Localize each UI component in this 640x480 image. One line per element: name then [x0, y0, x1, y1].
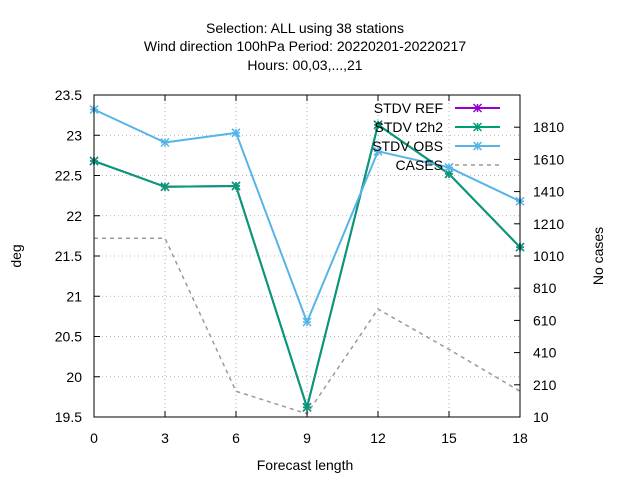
y2-axis-label: No cases — [590, 227, 606, 285]
grid — [94, 95, 520, 417]
x-tick-label: 18 — [512, 430, 528, 446]
legend-entry-stdv-ref: STDV REF — [374, 100, 500, 116]
legend-marker — [472, 122, 483, 132]
x-tick-label: 0 — [90, 430, 98, 446]
y-tick-label: 20.5 — [55, 329, 82, 345]
y-tick-label: 21.5 — [55, 248, 82, 264]
legend-entry-stdv-t2h2: STDV t2h2 — [375, 119, 500, 135]
data-point-stdv-obs — [373, 146, 383, 156]
y-tick-label: 23 — [66, 127, 82, 143]
legend-label: CASES — [396, 157, 443, 173]
y2-tick-label: 210 — [533, 377, 557, 393]
x-tick-label: 15 — [441, 430, 457, 446]
legend-marker — [472, 103, 483, 113]
y-tick-label: 23.5 — [55, 87, 82, 103]
y-tick-labels: 19.5 20 20.5 21 21.5 22 22.5 23 23.5 — [55, 87, 82, 425]
data-point-stdv-obs — [160, 137, 170, 148]
legend-label: STDV t2h2 — [375, 119, 444, 135]
x-tick-labels: 0 3 6 9 12 15 18 — [90, 430, 528, 446]
y2-tick-label: 1410 — [533, 184, 564, 200]
y-tick-label: 19.5 — [55, 409, 82, 425]
x-axis-label: Forecast length — [257, 457, 354, 473]
legend-label: STDV REF — [374, 100, 443, 116]
x-tick-label: 12 — [370, 430, 386, 446]
y2-tick-label: 410 — [533, 345, 557, 361]
y2-tick-label: 1210 — [533, 216, 564, 232]
y2-tick-label: 1810 — [533, 119, 564, 135]
x-tick-label: 9 — [303, 430, 311, 446]
y2-tick-label: 1010 — [533, 248, 564, 264]
title-line-2: Wind direction 100hPa Period: 20220201-2… — [144, 38, 466, 54]
data-point-stdv-obs — [231, 128, 241, 138]
title-line-3: Hours: 00,03,...,21 — [247, 57, 362, 73]
legend-entry-stdv-obs: STDV OBS — [372, 138, 500, 154]
y-tick-label: 20 — [66, 369, 82, 385]
data-point-stdv-obs — [302, 317, 312, 327]
y2-tick-label: 1610 — [533, 151, 564, 167]
data-point-stdv-t2h2 — [373, 120, 383, 130]
data-point-stdv-t2h2 — [302, 402, 312, 412]
legend: STDV REF STDV t2h2 STDV OBS CASES — [372, 100, 500, 173]
data-point-stdv-t2h2 — [231, 181, 241, 191]
y2-tick-label: 610 — [533, 312, 557, 328]
axis-ticks — [93, 94, 521, 418]
title-line-1: Selection: ALL using 38 stations — [206, 20, 404, 36]
legend-label: STDV OBS — [372, 138, 443, 154]
legend-marker — [472, 141, 483, 151]
chart-title: Selection: ALL using 38 stations Wind di… — [144, 20, 466, 73]
y2-tick-label: 10 — [533, 409, 549, 425]
y-tick-label: 22.5 — [55, 168, 82, 184]
x-tick-label: 6 — [232, 430, 240, 446]
y-tick-label: 21 — [66, 288, 82, 304]
y2-tick-label: 810 — [533, 280, 557, 296]
x-tick-label: 3 — [161, 430, 169, 446]
data-point-stdv-obs — [444, 162, 454, 172]
y-tick-label: 22 — [66, 208, 82, 224]
series-stdv-obs — [89, 104, 525, 327]
data-point-stdv-t2h2 — [160, 182, 170, 192]
y2-tick-labels: 10 210 410 610 810 1010 1210 1410 1610 1810 — [533, 119, 564, 425]
legend-entry-cases: CASES — [396, 157, 500, 173]
y-axis-label: deg — [8, 244, 24, 267]
